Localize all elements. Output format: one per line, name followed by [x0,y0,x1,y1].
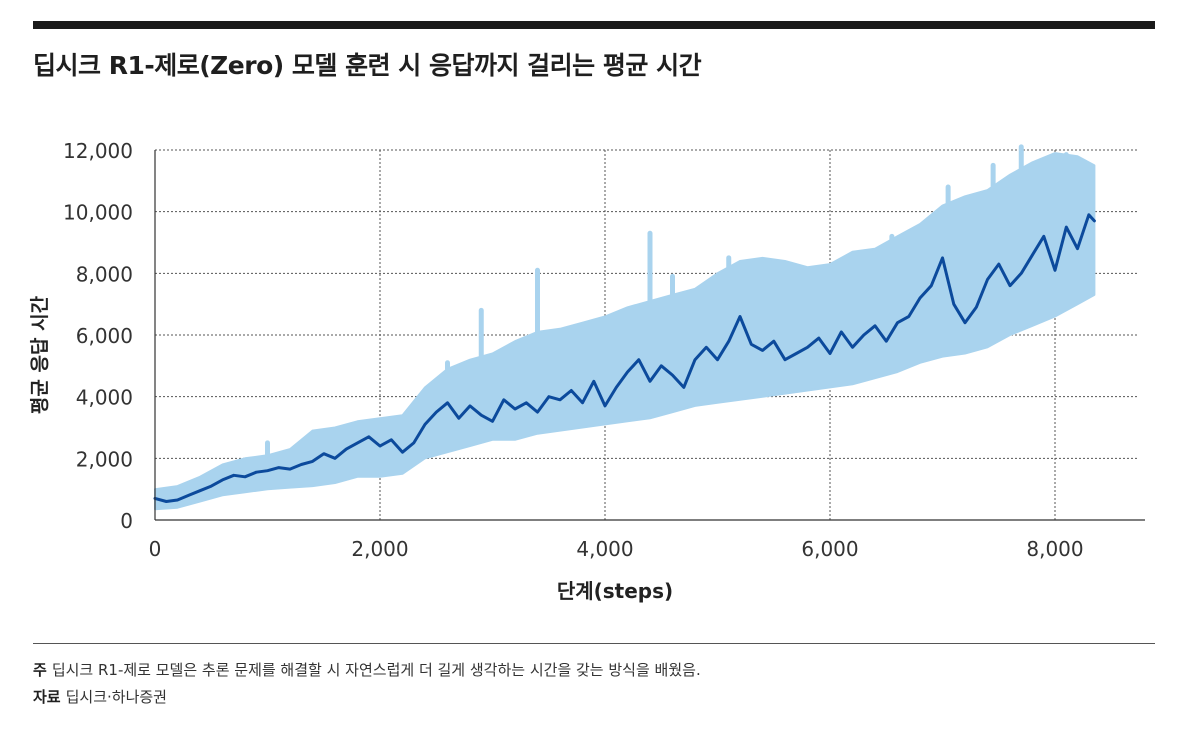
x-tick-label: 2,000 [351,537,408,561]
y-tick-label: 2,000 [76,447,133,471]
top-rule [33,21,1155,29]
series-average-line [153,213,1096,503]
y-tick-label: 4,000 [76,386,133,410]
source-note: 자료 딥시크·하나증권 [33,686,167,707]
footnote-text: 딥시크 R1-제로 모델은 추론 문제를 해결할 시 자연스럽게 더 길게 생각… [51,661,701,679]
series-range-band [154,152,1096,511]
chart-plot: 0 2,000 4,000 6,000 8,000 10,000 12,000 0 2,000 4… [29,139,1145,603]
y-tick-label: 8,000 [76,262,133,286]
y-tick-label: 0 [120,509,133,533]
x-tick-label: 4,000 [576,537,633,561]
bottom-rule [33,643,1155,644]
y-tick-label: 6,000 [76,324,133,348]
footnote: 주 딥시크 R1-제로 모델은 추론 문제를 해결할 시 자연스럽게 더 길게 생… [33,659,701,680]
y-axis-label: 평균 응답 시간 [29,295,51,414]
x-tick-label: 6,000 [801,537,858,561]
source-text: 딥시크·하나증권 [65,688,167,706]
chart-title: 딥시크 R1-제로(Zero) 모델 훈련 시 응답까지 걸리는 평균 시간 [33,51,702,80]
y-tick-label: 12,000 [63,139,133,163]
footnote-label: 주 [33,661,47,679]
x-tick-label: 8,000 [1026,537,1083,561]
x-tick-label: 0 [149,537,162,561]
y-tick-label: 10,000 [63,201,133,225]
source-label: 자료 [33,688,61,706]
x-axis-label: 단계(steps) [557,579,673,603]
